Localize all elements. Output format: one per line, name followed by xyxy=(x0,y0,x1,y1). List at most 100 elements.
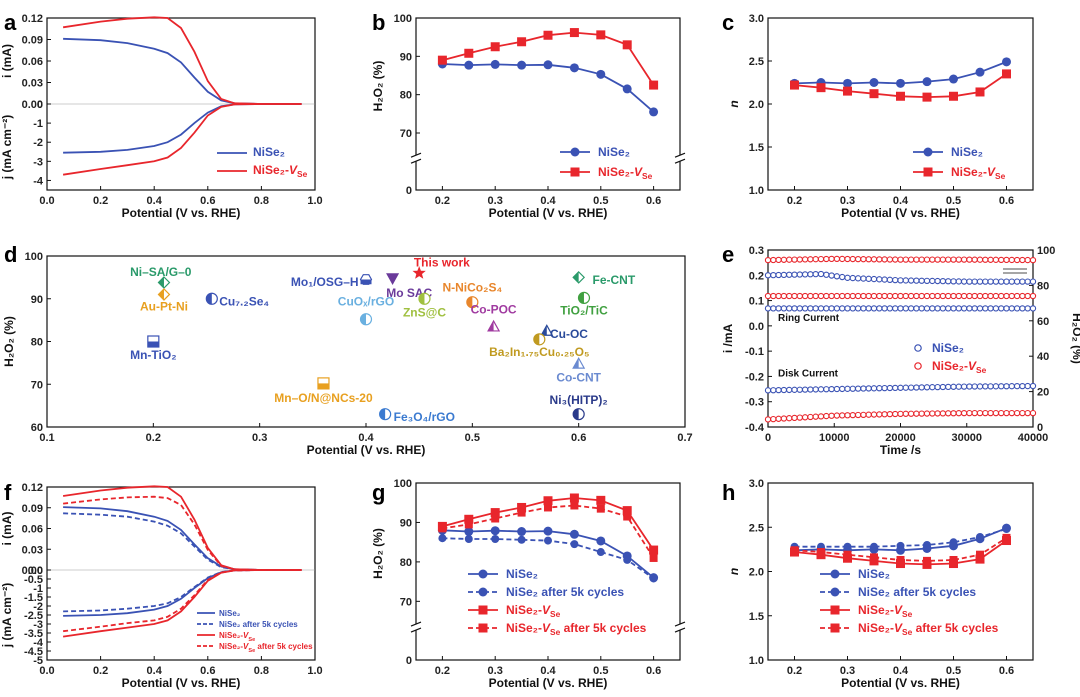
data-point-H2O2 xyxy=(918,292,925,300)
data-point-H2O2 xyxy=(823,292,830,300)
y-axis-label: H₂O₂ (%) xyxy=(371,528,385,579)
data-point-disk xyxy=(998,383,1005,390)
data-point xyxy=(622,40,632,50)
data-point-disk xyxy=(849,385,856,392)
data-point xyxy=(622,506,632,516)
data-point-ring xyxy=(796,271,803,278)
annotation-disk: Disk Current xyxy=(778,368,839,379)
series-line xyxy=(442,63,655,113)
data-point-H2O2 xyxy=(844,292,851,300)
legend-label: NiSe₂ xyxy=(858,567,890,581)
axis-break-mark xyxy=(410,158,422,164)
data-point xyxy=(870,553,878,562)
data-point-H2O2 xyxy=(801,292,809,300)
data-point xyxy=(596,30,606,40)
data-point xyxy=(975,67,985,77)
data-point-H2O2 xyxy=(786,305,793,312)
data-point xyxy=(816,83,826,93)
y-tick-label: 60 xyxy=(31,422,43,434)
data-point-ring xyxy=(918,277,925,284)
data-point-disk xyxy=(791,414,798,422)
data-point-disk xyxy=(987,409,994,417)
data-point xyxy=(569,493,579,503)
panel-label-e: e xyxy=(722,242,734,267)
data-point-ring xyxy=(923,277,931,284)
data-point-ring xyxy=(775,256,782,264)
data-point xyxy=(543,496,553,506)
data-point-ring xyxy=(966,278,973,285)
data-point-disk xyxy=(865,385,872,392)
data-point-ring xyxy=(1003,256,1010,264)
data-point-H2O2 xyxy=(913,292,920,300)
data-point-disk xyxy=(775,415,782,422)
data-point-H2O2 xyxy=(1003,292,1010,300)
data-point-H2O2 xyxy=(823,305,830,312)
data-point-ring xyxy=(764,256,772,264)
data-point-H2O2 xyxy=(945,292,952,300)
data-point-ring xyxy=(1013,256,1021,264)
data-point xyxy=(517,527,527,537)
legend-marker xyxy=(478,623,488,633)
data-point-H2O2 xyxy=(934,305,941,312)
data-point-ring xyxy=(966,256,973,263)
data-point xyxy=(843,542,852,551)
legend-label: NiSe₂ xyxy=(932,341,964,355)
data-point-disk xyxy=(918,410,925,417)
data-point-disk xyxy=(897,384,904,391)
data-point xyxy=(437,55,447,65)
plot-frame xyxy=(46,486,316,661)
data-point-disk xyxy=(791,386,798,393)
x-tick-label: 0.2 xyxy=(435,195,450,207)
data-point-H2O2 xyxy=(966,292,973,300)
data-point-ring xyxy=(1024,278,1031,285)
data-point-disk xyxy=(1029,382,1037,390)
data-point-ring xyxy=(780,271,788,279)
y-axis-label: H₂O₂ (%) xyxy=(371,61,385,112)
data-point xyxy=(570,540,579,549)
data-point-disk xyxy=(939,410,947,417)
data-point-H2O2 xyxy=(828,292,835,300)
data-point xyxy=(596,69,606,79)
y-tick-label: -0.5 xyxy=(24,574,43,586)
data-point-disk xyxy=(966,409,973,417)
data-point-H2O2 xyxy=(870,292,878,300)
data-point-disk xyxy=(1029,409,1037,417)
data-point-ring xyxy=(1013,278,1021,285)
data-point-ring xyxy=(865,275,872,282)
legend-label: NiSe₂-VSe xyxy=(506,603,561,619)
data-point-ring xyxy=(939,278,947,285)
y-tick-label: -0.3 xyxy=(745,397,764,409)
data-point-disk xyxy=(780,386,788,394)
legend-label: NiSe₂-VSe xyxy=(598,165,653,181)
data-point-H2O2 xyxy=(886,292,894,300)
x-tick-label: 1.0 xyxy=(307,195,322,207)
data-point-H2O2 xyxy=(992,305,1000,312)
data-point-H2O2 xyxy=(955,305,962,312)
marker-half xyxy=(158,277,164,289)
y-tick-label: 1.5 xyxy=(749,142,764,154)
x-tick-label: 0.3 xyxy=(488,195,503,207)
data-point xyxy=(622,84,632,94)
data-point xyxy=(438,524,447,533)
data-point-disk xyxy=(1003,383,1010,390)
data-point xyxy=(517,508,526,517)
data-point-ring xyxy=(839,273,846,281)
data-point xyxy=(1002,525,1011,534)
data-point-H2O2 xyxy=(870,305,878,312)
data-point-disk xyxy=(934,383,941,391)
y-axis-label: n xyxy=(727,100,741,107)
data-point-H2O2 xyxy=(1019,292,1026,300)
data-point-ring xyxy=(1008,256,1015,264)
axis-break-mark xyxy=(410,621,422,627)
x-tick-label: 1.0 xyxy=(307,665,322,677)
y-axis-label-bottom: j (mA cm⁻²) xyxy=(0,115,14,181)
y-right-axis-label: H₂O₂ (%) xyxy=(1070,313,1080,364)
y-axis-label: H₂O₂ (%) xyxy=(2,316,16,367)
legend-marker xyxy=(830,623,840,633)
data-point-ring xyxy=(902,256,909,263)
data-point-disk xyxy=(902,410,909,417)
x-tick-label: 10000 xyxy=(819,432,850,444)
data-point-disk xyxy=(1003,409,1010,417)
data-point-disk xyxy=(833,385,841,393)
point-label: Co-CNT xyxy=(556,370,601,384)
